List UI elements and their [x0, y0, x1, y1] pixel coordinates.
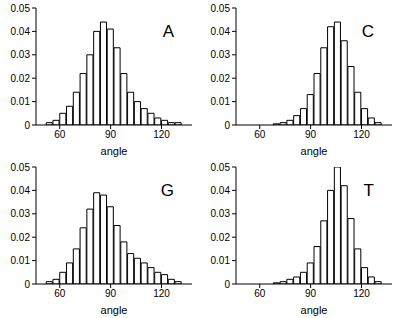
html-text:C: C: [361, 22, 374, 41]
svg-text:angle: angle: [101, 145, 128, 157]
svg-text:0.03: 0.03: [11, 208, 31, 219]
svg-text:0.03: 0.03: [11, 49, 31, 60]
html-text:A: A: [162, 22, 174, 41]
svg-text:0.03: 0.03: [211, 49, 231, 60]
svg-text:angle: angle: [301, 304, 328, 316]
html-text:T: T: [363, 181, 374, 200]
svg-text:0.04: 0.04: [11, 26, 31, 37]
svg-text:0.04: 0.04: [11, 185, 31, 196]
html-text:G: G: [160, 181, 174, 200]
svg-text:0.03: 0.03: [211, 208, 231, 219]
svg-text:120: 120: [353, 129, 370, 140]
svg-text:60: 60: [254, 129, 266, 140]
svg-text:120: 120: [353, 288, 370, 299]
svg-text:0: 0: [224, 120, 230, 131]
svg-text:0.05: 0.05: [211, 162, 231, 173]
svg-text:90: 90: [105, 129, 117, 140]
svg-text:0.02: 0.02: [11, 73, 31, 84]
svg-text:0.02: 0.02: [211, 232, 231, 243]
svg-text:0: 0: [224, 279, 230, 290]
svg-text:0.02: 0.02: [11, 232, 31, 243]
svg-text:60: 60: [54, 288, 66, 299]
svg-text:angle: angle: [101, 304, 128, 316]
svg-text:0: 0: [24, 120, 30, 131]
svg-text:60: 60: [54, 129, 66, 140]
svg-text:0.05: 0.05: [11, 162, 31, 173]
svg-text:90: 90: [305, 129, 317, 140]
svg-text:0.04: 0.04: [211, 26, 231, 37]
svg-text:angle: angle: [301, 145, 328, 157]
svg-text:0.01: 0.01: [211, 255, 231, 266]
svg-text:0.02: 0.02: [211, 73, 231, 84]
svg-text:0: 0: [24, 279, 30, 290]
svg-text:90: 90: [105, 288, 117, 299]
svg-text:0.01: 0.01: [11, 255, 31, 266]
svg-text:0.01: 0.01: [11, 96, 31, 107]
svg-text:0.04: 0.04: [211, 185, 231, 196]
svg-text:120: 120: [153, 129, 170, 140]
svg-text:0.01: 0.01: [211, 96, 231, 107]
svg-text:0.05: 0.05: [211, 3, 231, 14]
svg-text:0.05: 0.05: [11, 3, 31, 14]
svg-text:120: 120: [153, 288, 170, 299]
svg-text:90: 90: [305, 288, 317, 299]
svg-text:60: 60: [254, 288, 266, 299]
